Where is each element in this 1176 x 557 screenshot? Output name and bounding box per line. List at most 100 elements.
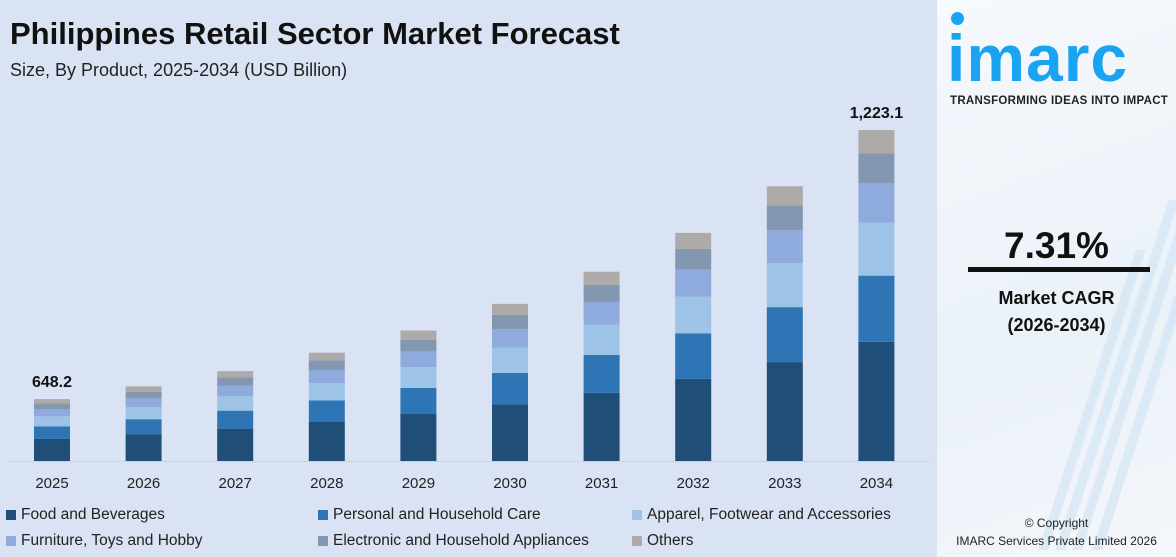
bar-segment-2028-5: [308, 352, 345, 361]
bar-segment-2027-0: [217, 428, 254, 461]
legend-label: Apparel, Footwear and Accessories: [647, 506, 891, 523]
legend-swatch: [318, 536, 328, 546]
bar-segment-2026-1: [125, 419, 162, 435]
bar-segment-2027-4: [217, 377, 254, 386]
bar-segment-2025-1: [34, 426, 70, 439]
copyright-line1: © Copyright: [1024, 516, 1089, 530]
bar-segment-2026-2: [125, 407, 162, 420]
legend-swatch: [6, 510, 16, 520]
bar-segment-2030-2: [492, 347, 528, 373]
bar-segment-2033-2: [766, 263, 803, 308]
logo-tagline: TRANSFORMING IDEAS INTO IMPACT: [950, 95, 1169, 107]
legend-item: Personal and Household Care: [318, 506, 541, 524]
bar-segment-2034-3: [858, 182, 895, 223]
bar-segment-2025-5: [34, 399, 70, 404]
x-tick-label: 2034: [860, 475, 893, 492]
bar-segment-2028-3: [308, 370, 345, 384]
bar-segment-2026-0: [125, 434, 162, 461]
bar-segment-2031-0: [583, 392, 620, 461]
x-tick-label: 2027: [219, 475, 252, 492]
legend-item: Apparel, Footwear and Accessories: [632, 506, 891, 524]
bar-segment-2033-0: [766, 362, 803, 461]
bar-segment-2033-1: [766, 307, 803, 363]
legend-item: Food and Beverages: [6, 506, 165, 524]
legend-label: Food and Beverages: [21, 506, 165, 523]
bar-segment-2025-2: [34, 416, 70, 427]
bar-segment-2031-4: [583, 284, 620, 302]
imarc-logo: imarc: [947, 21, 1129, 95]
cagr-period: (2026-2034): [1007, 315, 1106, 335]
legend-label: Others: [647, 532, 694, 549]
legend-item: Electronic and Household Appliances: [318, 532, 589, 550]
bar-segment-2030-4: [492, 314, 528, 329]
total-label: 1,223.1: [850, 105, 903, 122]
bar-segment-2025-4: [34, 403, 70, 409]
stacked-bar-chart: 2025 648.2 2026 2027 2028 2029 2030 2031 2032 203…: [8, 105, 930, 492]
bar-segment-2027-2: [217, 396, 254, 411]
bar-segment-2032-0: [675, 378, 712, 461]
bar-segment-2025-0: [34, 438, 70, 461]
bar-segment-2031-1: [583, 354, 620, 393]
x-tick-label: 2029: [402, 475, 435, 492]
legend-swatch: [318, 510, 328, 520]
x-tick-label: 2033: [768, 475, 801, 492]
bar-segment-2026-5: [125, 386, 162, 392]
copyright-line2: IMARC Services Private Limited 2026: [956, 534, 1157, 548]
bar-segment-2031-3: [583, 301, 620, 325]
bar-segment-2032-5: [675, 232, 712, 249]
bar-segment-2028-0: [308, 422, 345, 461]
bar-segment-2032-3: [675, 269, 712, 297]
bar-segment-2030-1: [492, 372, 528, 405]
total-label: 648.2: [32, 374, 72, 391]
bar-segment-2033-3: [766, 230, 803, 264]
bar-segment-2033-4: [766, 205, 803, 231]
x-tick-label: 2028: [310, 475, 343, 492]
bar-segment-2032-2: [675, 296, 712, 334]
logo-dot: [951, 12, 964, 25]
bar-segment-2029-4: [400, 339, 437, 352]
x-tick-label: 2026: [127, 475, 160, 492]
bar-segment-2031-2: [583, 324, 620, 355]
bar-segment-2027-5: [217, 371, 254, 378]
bar-segment-2034-1: [858, 275, 895, 342]
chart-title: Philippines Retail Sector Market Forecas…: [10, 16, 620, 51]
cagr-label-text: Market CAGR: [998, 288, 1115, 308]
legend-item: Furniture, Toys and Hobby: [6, 532, 203, 550]
bar-segment-2029-0: [400, 414, 437, 461]
legend-label: Electronic and Household Appliances: [333, 532, 589, 549]
bar-segment-2029-5: [400, 330, 437, 340]
legend-label: Furniture, Toys and Hobby: [21, 532, 203, 549]
bar-segment-2025-3: [34, 408, 70, 417]
bar-segment-2031-5: [583, 271, 620, 285]
bar-segment-2027-1: [217, 410, 254, 429]
bar-segment-2032-1: [675, 333, 712, 379]
divider: [968, 267, 1150, 272]
x-tick-label: 2031: [585, 475, 618, 492]
side-panel: imarc TRANSFORMING IDEAS INTO IMPACT 7.3…: [937, 0, 1176, 557]
x-tick-label: 2025: [35, 475, 68, 492]
cagr-value: 7.31%: [1004, 225, 1109, 266]
bar-segment-2030-3: [492, 328, 528, 348]
bar-segment-2029-2: [400, 367, 437, 388]
bar-segment-2026-3: [125, 398, 162, 408]
legend-swatch: [632, 510, 642, 520]
bar-segment-2030-5: [492, 303, 528, 315]
x-tick-label: 2032: [677, 475, 710, 492]
copyright: © Copyright IMARC Services Private Limit…: [937, 514, 1176, 550]
legend-item: Others: [632, 532, 694, 550]
bar-segment-2034-4: [858, 153, 895, 183]
bar-segment-2029-3: [400, 351, 437, 368]
legend-swatch: [6, 536, 16, 546]
chart-subtitle: Size, By Product, 2025-2034 (USD Billion…: [10, 60, 348, 80]
x-tick-label: 2030: [493, 475, 526, 492]
bar-segment-2033-5: [766, 186, 803, 206]
legend-swatch: [632, 536, 642, 546]
bar-segment-2034-0: [858, 341, 895, 461]
bar-segment-2028-4: [308, 360, 345, 371]
bar-segment-2028-1: [308, 400, 345, 423]
bar-segment-2030-0: [492, 404, 528, 461]
bar-segment-2034-2: [858, 222, 895, 276]
cagr-label: Market CAGR (2026-2034): [937, 285, 1176, 339]
bar-segment-2028-2: [308, 383, 345, 401]
legend-label: Personal and Household Care: [333, 506, 541, 523]
